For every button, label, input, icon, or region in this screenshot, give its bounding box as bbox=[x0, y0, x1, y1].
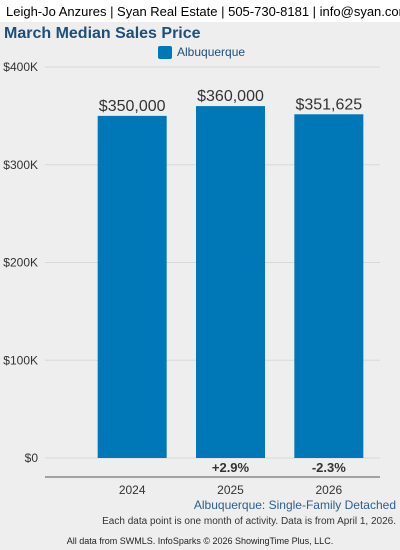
data-label: $351,625 bbox=[295, 96, 362, 113]
legend[interactable]: Albuquerque bbox=[158, 45, 245, 59]
x-tick-label: 2024 bbox=[119, 483, 146, 497]
bar bbox=[294, 114, 364, 458]
data-label: $350,000 bbox=[99, 98, 166, 115]
data-label: $360,000 bbox=[197, 88, 264, 105]
y-tick-label: $400K bbox=[3, 60, 38, 74]
y-tick-label: $300K bbox=[3, 158, 38, 172]
agent-info: Leigh-Jo Anzures | Syan Real Estate | 50… bbox=[6, 4, 400, 19]
change-label: -2.3% bbox=[312, 460, 346, 475]
header-bar: Leigh-Jo Anzures | Syan Real Estate | 50… bbox=[0, 0, 400, 22]
bar bbox=[97, 115, 167, 458]
legend-swatch bbox=[158, 45, 172, 59]
x-tick-label: 2025 bbox=[217, 483, 244, 497]
data-note: Each data point is one month of activity… bbox=[102, 516, 396, 527]
y-tick-label: $100K bbox=[3, 353, 38, 367]
bar bbox=[196, 106, 265, 458]
legend-label: Albuquerque bbox=[177, 45, 246, 59]
chart-title: March Median Sales Price bbox=[4, 25, 201, 42]
y-tick-label: $0 bbox=[25, 451, 39, 465]
change-label: +2.9% bbox=[212, 460, 250, 475]
series-description: Albuquerque: Single-Family Detached bbox=[193, 498, 396, 512]
y-tick-label: $200K bbox=[3, 256, 38, 270]
data-source: All data from SWMLS. InfoSparks © 2026 S… bbox=[66, 536, 334, 546]
x-tick-label: 2026 bbox=[315, 483, 342, 497]
